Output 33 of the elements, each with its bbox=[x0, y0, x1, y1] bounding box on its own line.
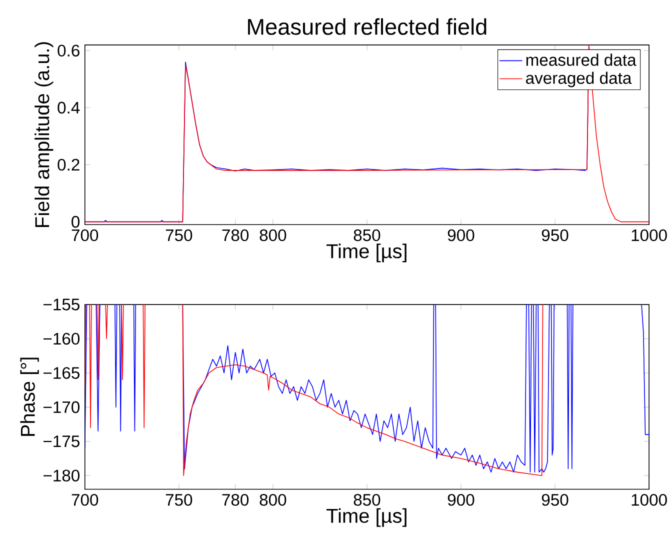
x-tick-label: 780 bbox=[222, 494, 249, 506]
x-tick-label: 950 bbox=[542, 229, 568, 242]
legend-label: averaged data bbox=[526, 72, 632, 88]
y-tick-label: 0.4 bbox=[58, 102, 80, 114]
chart-title: Measured reflected field bbox=[248, 18, 486, 35]
x-tick-label: 900 bbox=[448, 229, 474, 242]
x-tick-label: 750 bbox=[166, 229, 192, 242]
x-tick-label: 800 bbox=[260, 494, 286, 506]
x-tick-label: 1000 bbox=[632, 229, 667, 242]
x-axis-title: Time [µs] bbox=[326, 244, 406, 262]
x-tick-label: 850 bbox=[354, 494, 380, 506]
y-axis-title: Phase [°] bbox=[20, 358, 39, 436]
x-tick-label: 700 bbox=[72, 494, 98, 506]
y-tick-label: −170 bbox=[44, 401, 80, 413]
y-tick-label: −155 bbox=[44, 298, 80, 310]
x-tick-label: 1000 bbox=[632, 494, 667, 506]
y-tick-label: 0.6 bbox=[58, 44, 80, 56]
x-tick-label: 850 bbox=[354, 229, 380, 242]
y-tick-label: −165 bbox=[44, 366, 80, 379]
x-tick-label: 700 bbox=[72, 229, 98, 242]
x-tick-label: 950 bbox=[542, 494, 568, 506]
x-tick-label: 780 bbox=[222, 229, 249, 242]
legend-label: measured data bbox=[526, 54, 636, 66]
x-tick-label: 800 bbox=[260, 229, 286, 242]
x-tick-label: 900 bbox=[448, 494, 474, 506]
y-axis-title: Field amplitude (a.u.) bbox=[34, 42, 54, 227]
x-tick-label: 750 bbox=[166, 494, 192, 506]
y-tick-label: −180 bbox=[44, 470, 80, 482]
y-tick-label: 0.2 bbox=[58, 158, 80, 171]
y-tick-label: 0 bbox=[72, 216, 80, 228]
y-tick-label: −160 bbox=[44, 332, 80, 345]
x-axis-title: Time [µs] bbox=[326, 508, 406, 527]
y-tick-label: −175 bbox=[44, 435, 80, 448]
